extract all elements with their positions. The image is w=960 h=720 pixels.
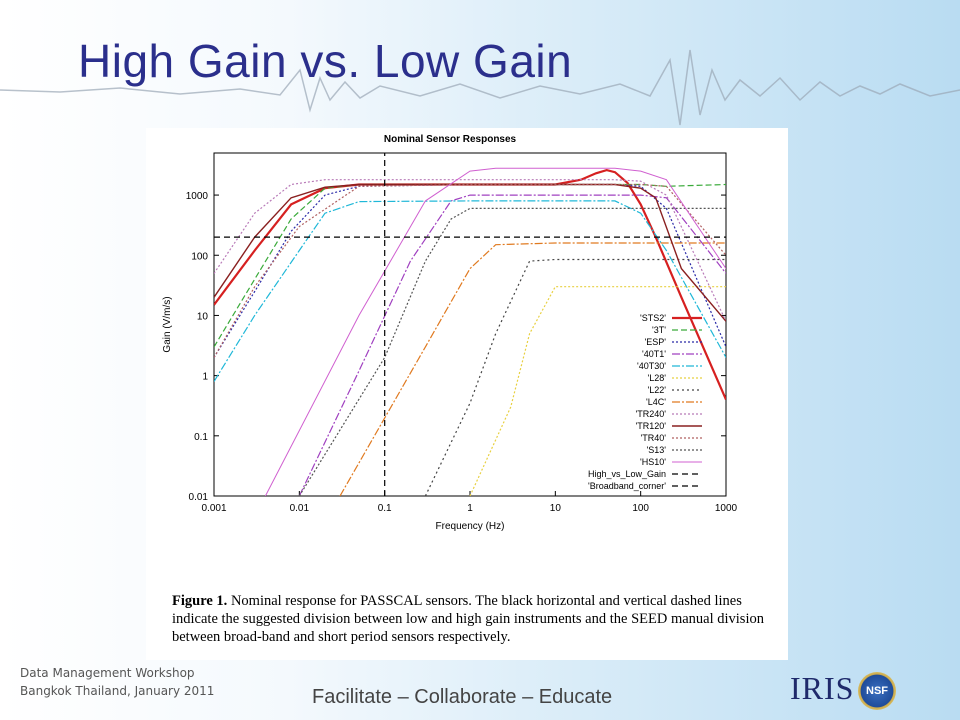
x-tick-label: 0.1 [378,503,392,514]
series-line [264,167,726,496]
x-axis-label: Frequency (Hz) [436,521,505,532]
footer-info: Data Management Workshop Bangkok Thailan… [20,664,214,700]
caption-text: Nominal response for PASSCAL sensors. Th… [172,593,764,645]
legend-label: 'L28' [648,373,667,383]
legend-label: '40T1' [642,349,666,359]
y-tick-label: 0.01 [189,492,209,503]
series-line [214,168,726,401]
x-tick-label: 100 [632,503,649,514]
legend-label: 'L22' [648,385,667,395]
legend-label: 'STS2' [640,313,666,323]
slide-title: High Gain vs. Low Gain [78,35,573,87]
x-tick-label: 0.001 [201,503,226,514]
legend-label: 'S13' [647,445,667,455]
nsf-logo: NSF [858,672,896,710]
caption-lead: Figure 1. [172,593,228,609]
legend-label: '40T30' [637,361,666,371]
y-tick-label: 0.1 [194,432,208,443]
y-tick-label: 10 [197,311,209,322]
legend-label: 'ESP' [645,337,667,347]
series-line [214,183,726,322]
series-line [339,242,726,496]
series-line [469,286,726,496]
y-axis-label: Gain (V/m/s) [162,296,173,352]
legend-label: 'Broadband_corner' [588,481,666,491]
legend-label: High_vs_Low_Gain [588,469,666,479]
x-tick-label: 10 [550,503,562,514]
series-line [214,183,726,358]
series-line [214,183,726,358]
figure-caption: Figure 1. Nominal response for PASSCAL s… [172,592,772,646]
legend-label: 'L4C' [646,397,666,407]
y-tick-label: 100 [191,251,208,262]
chart-title: Nominal Sensor Responses [384,134,517,145]
legend-label: 'TR40' [641,433,667,443]
legend-label: 'TR120' [636,421,667,431]
footer-line-1: Data Management Workshop [20,666,195,680]
x-tick-label: 1000 [715,503,738,514]
series-line [298,207,726,496]
series-line [214,200,726,382]
legend-label: 'TR240' [636,409,667,419]
footer-line-2: Bangkok Thailand, January 2011 [20,684,215,698]
iris-logo: IRIS [790,670,855,706]
figure-panel: Nominal Sensor Responses 0.001 0.01 0.1 1 10 1… [146,128,788,660]
y-tick-label: 1000 [186,191,209,202]
x-tick-label: 1 [467,503,473,514]
seismogram-background [0,49,960,126]
legend-label: 'HS10' [640,457,666,467]
y-tick-label: 1 [202,372,208,383]
x-tick-label: 0.01 [290,503,310,514]
series-line [214,179,726,322]
tagline: Facilitate – Collaborate – Educate [312,686,613,708]
legend-label: '3T' [652,325,666,335]
